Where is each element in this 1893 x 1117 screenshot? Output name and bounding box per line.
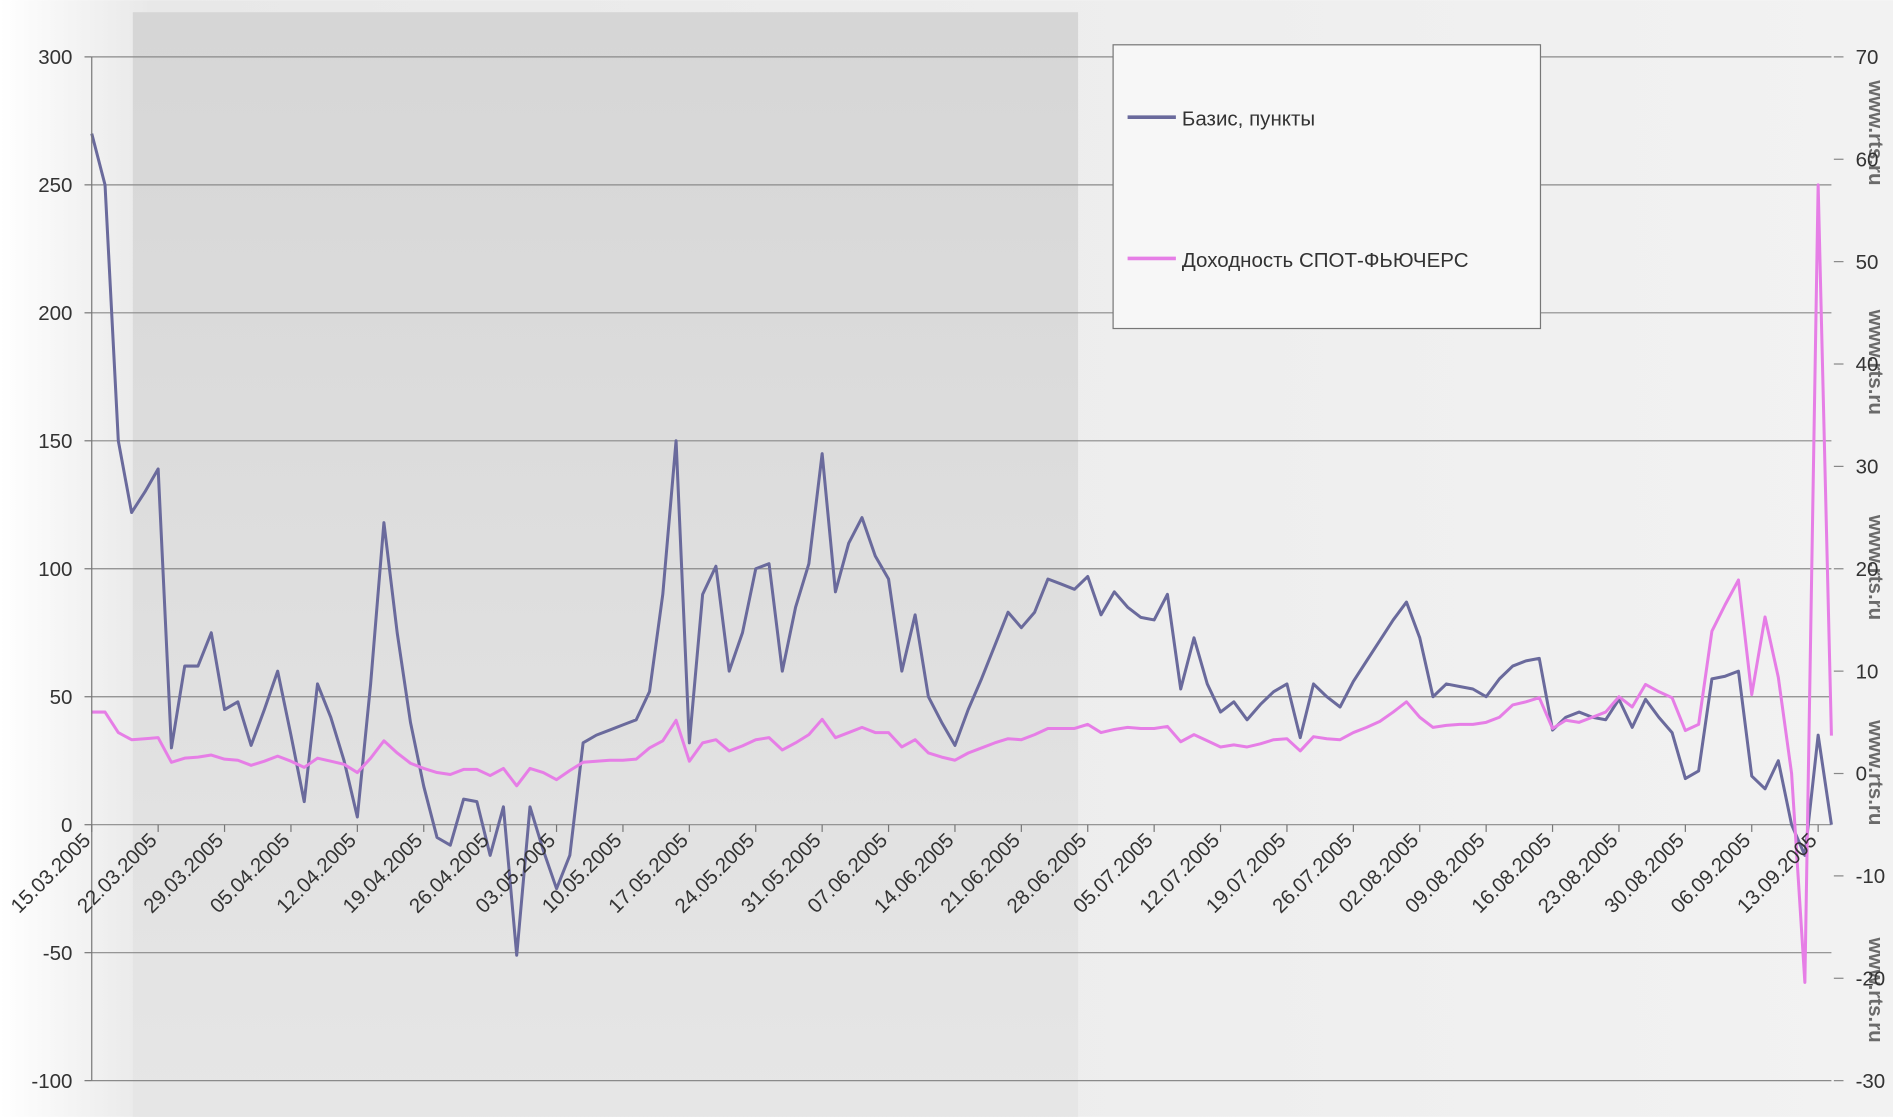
watermark-text: www.rts.ru <box>1864 719 1887 825</box>
y2-tick-label: 50 <box>1856 251 1879 274</box>
legend-box <box>1112 44 1542 330</box>
y2-tick-label: 40 <box>1856 353 1879 376</box>
y2-tick-label: 10 <box>1856 660 1879 683</box>
legend-label: Базис, пункты <box>1182 108 1315 131</box>
y2-tick-label: 0 <box>1856 763 1867 786</box>
series-line <box>91 183 1833 984</box>
y2-tick-label: 20 <box>1856 558 1879 581</box>
legend-label: Доходность СПОТ-ФЬЮЧЕРС <box>1182 249 1469 272</box>
y-tick-label: -50 <box>43 942 73 965</box>
y-tick-label: 250 <box>38 174 72 197</box>
watermark-text: www.rts.ru <box>1864 514 1887 620</box>
y2-tick-label: -20 <box>1856 968 1886 991</box>
series-line <box>90 133 1833 957</box>
watermark-text: www.rts.ru <box>1864 936 1887 1042</box>
shaded-panel <box>132 12 1079 1117</box>
y-tick-label: -100 <box>31 1070 72 1093</box>
watermark-text: www.rts.ru <box>1864 309 1887 415</box>
grid <box>91 56 1832 1082</box>
y-tick-label: 300 <box>38 46 72 69</box>
y-tick-label: 200 <box>38 302 72 325</box>
y2-tick-label: -10 <box>1856 865 1886 888</box>
lines <box>90 133 1833 984</box>
y-tick-label: 150 <box>38 430 72 453</box>
y-tick-label: 100 <box>38 558 72 581</box>
y-tick-label: 50 <box>50 686 73 709</box>
y-tick-label: 0 <box>61 814 72 837</box>
y2-tick-label: 70 <box>1856 46 1879 69</box>
y2-tick-label: 30 <box>1856 456 1879 479</box>
watermark-text: www.rts.ru <box>1864 79 1887 185</box>
y2-tick-label: -30 <box>1856 1070 1886 1093</box>
y2-tick-label: 60 <box>1856 148 1879 171</box>
watermark: www.rts.ru www.rts.ru www.rts.ru www.rts.ru… <box>1864 79 1887 1042</box>
legend: Базис, пункты Доходность СПОТ-ФЬЮЧЕРС <box>1112 44 1542 330</box>
